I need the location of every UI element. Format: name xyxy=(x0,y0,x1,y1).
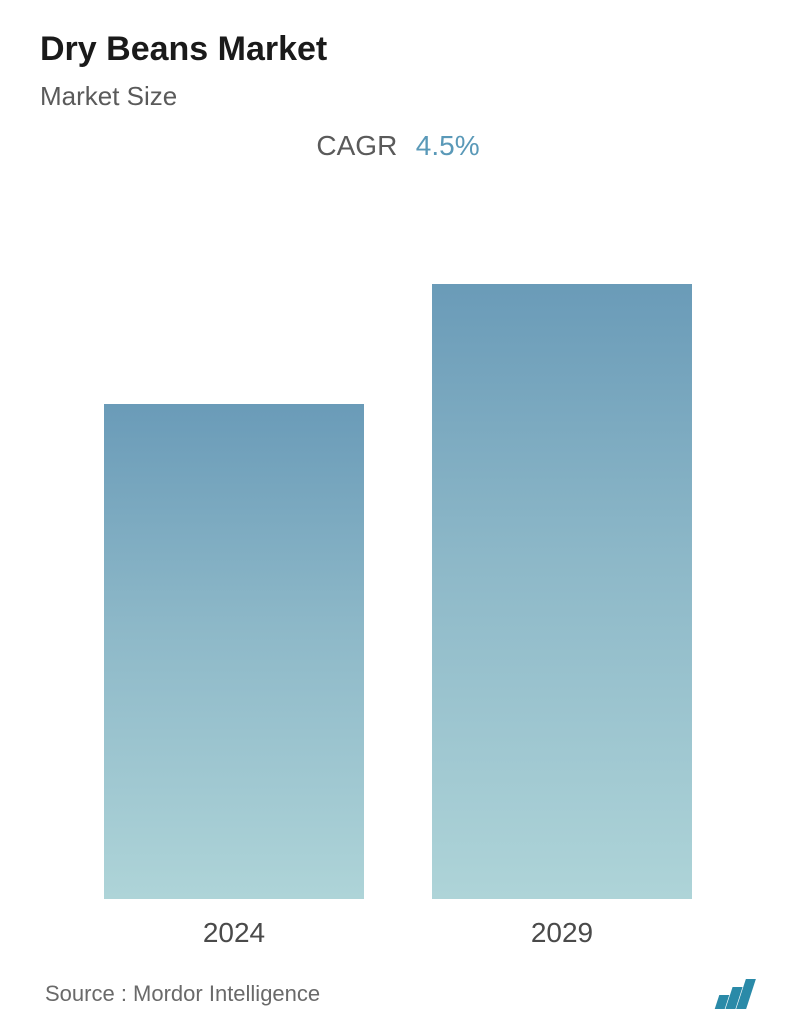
bar-label-0: 2024 xyxy=(203,917,265,949)
logo-icon xyxy=(717,979,751,1009)
source-text: Source : Mordor Intelligence xyxy=(45,981,320,1007)
bar-group-0: 2024 xyxy=(104,404,364,949)
page-title: Dry Beans Market xyxy=(40,30,756,69)
footer: Source : Mordor Intelligence xyxy=(40,979,756,1014)
cagr-label: CAGR xyxy=(316,130,397,161)
bar-1 xyxy=(432,284,692,899)
cagr-row: CAGR 4.5% xyxy=(40,130,756,162)
cagr-value: 4.5% xyxy=(416,130,480,161)
bar-group-1: 2029 xyxy=(432,284,692,949)
chart-container: Dry Beans Market Market Size CAGR 4.5% 2… xyxy=(0,0,796,1034)
chart-area: 2024 2029 xyxy=(40,172,756,949)
page-subtitle: Market Size xyxy=(40,81,756,112)
bar-label-1: 2029 xyxy=(531,917,593,949)
bar-0 xyxy=(104,404,364,899)
